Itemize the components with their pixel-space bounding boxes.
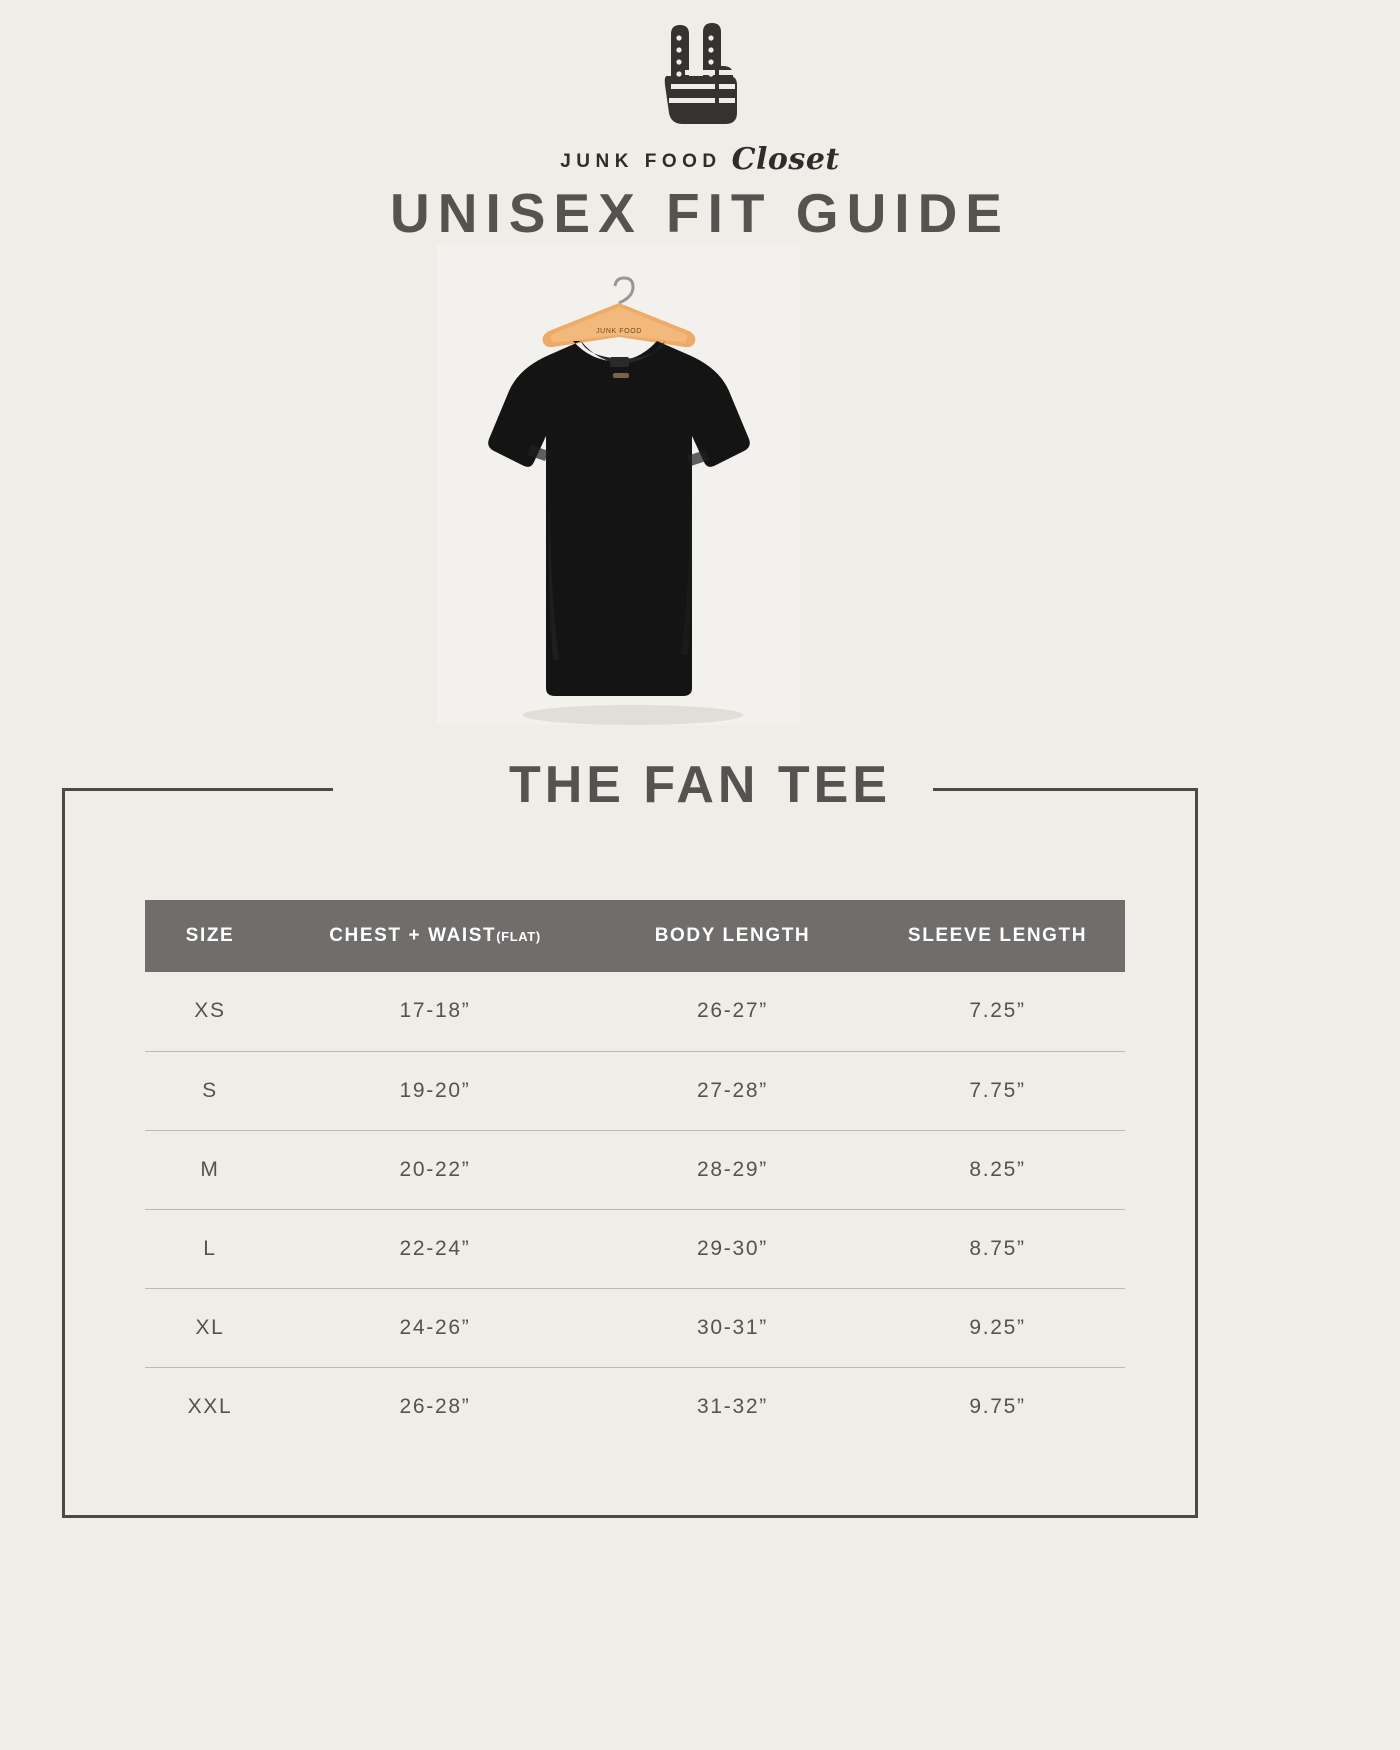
cell-chest: 26-28” [399, 1394, 471, 1418]
cell-sleeve: 8.25” [870, 1130, 1125, 1210]
cell-sleeve: 7.75” [870, 1051, 1125, 1131]
hanger-hook-icon [613, 276, 635, 305]
table-row: M 20-22” 28-29” 8.25” [145, 1130, 1125, 1210]
cell-chest: 20-22” [275, 1130, 595, 1210]
table-row: XS 17-18” 26-27” 7.25” [145, 972, 1125, 1052]
table-row: XL 24-26” 30-31” 9.25” [145, 1288, 1125, 1368]
product-photo: JUNK FOOD [437, 245, 800, 725]
brand-name-script: Closet [731, 142, 840, 177]
cell-chest: 19-20” [275, 1051, 595, 1131]
frame-title-notch [333, 788, 933, 796]
cell-size: XXL [187, 1394, 233, 1418]
cell-size: L [145, 1209, 275, 1289]
cell-chest: 24-26” [275, 1288, 595, 1368]
size-table-head: SIZE CHEST + WAIST(FLAT) BODY LENGTH SLE… [145, 900, 1125, 972]
cell-sleeve: 8.75” [870, 1209, 1125, 1289]
cell-sleeve: 7.25” [870, 972, 1125, 1052]
size-table: SIZE CHEST + WAIST(FLAT) BODY LENGTH SLE… [145, 900, 1125, 1446]
peace-hand-flag-icon [664, 23, 737, 124]
column-header-sleeve: SLEEVE LENGTH [870, 900, 1125, 972]
cell-chest: 17-18” [275, 972, 595, 1052]
cell-sleeve: 9.25” [870, 1288, 1125, 1368]
cell-body: 26-27” [595, 972, 870, 1052]
brand-name-primary: JUNK FOOD [560, 151, 722, 172]
cell-chest: 22-24” [275, 1209, 595, 1289]
size-chart-frame [62, 788, 1198, 1518]
svg-text:JUNK FOOD: JUNK FOOD [596, 328, 642, 335]
black-tshirt-graphic [488, 341, 750, 696]
column-header-size: SIZE [145, 900, 275, 972]
cell-body: 29-30” [595, 1209, 870, 1289]
cell-size: M [145, 1130, 275, 1210]
column-header-body: BODY LENGTH [595, 900, 870, 972]
cell-sleeve: 9.75” [969, 1394, 1026, 1418]
cell-size: S [145, 1051, 275, 1131]
table-row: XXL 26-28” 31-32” 9.75” [145, 1367, 1125, 1446]
size-chart: SIZE CHEST + WAIST(FLAT) BODY LENGTH SLE… [145, 900, 1125, 1446]
page-title: UNISEX FIT GUIDE [390, 182, 1010, 244]
cell-body: 27-28” [595, 1051, 870, 1131]
wooden-hanger-icon: JUNK FOOD [542, 303, 696, 348]
column-header-chest-label: CHEST + WAIST [329, 925, 497, 946]
cell-body: 30-31” [595, 1288, 870, 1368]
cell-size: XL [145, 1288, 275, 1368]
column-header-chest: CHEST + WAIST(FLAT) [275, 900, 595, 972]
table-header-row: SIZE CHEST + WAIST(FLAT) BODY LENGTH SLE… [145, 900, 1125, 972]
cell-body: 28-29” [595, 1130, 870, 1210]
cell-size: XS [145, 972, 275, 1052]
table-row: S 19-20” 27-28” 7.75” [145, 1051, 1125, 1131]
column-header-chest-sub: (FLAT) [496, 929, 541, 944]
table-row: L 22-24” 29-30” 8.75” [145, 1209, 1125, 1289]
size-table-body: XS 17-18” 26-27” 7.25” S 19-20” 27-28” 7… [145, 972, 1125, 1446]
cell-body: 31-32” [697, 1394, 768, 1418]
brand-logo: JUNK FOOD Closet [0, 22, 1400, 177]
